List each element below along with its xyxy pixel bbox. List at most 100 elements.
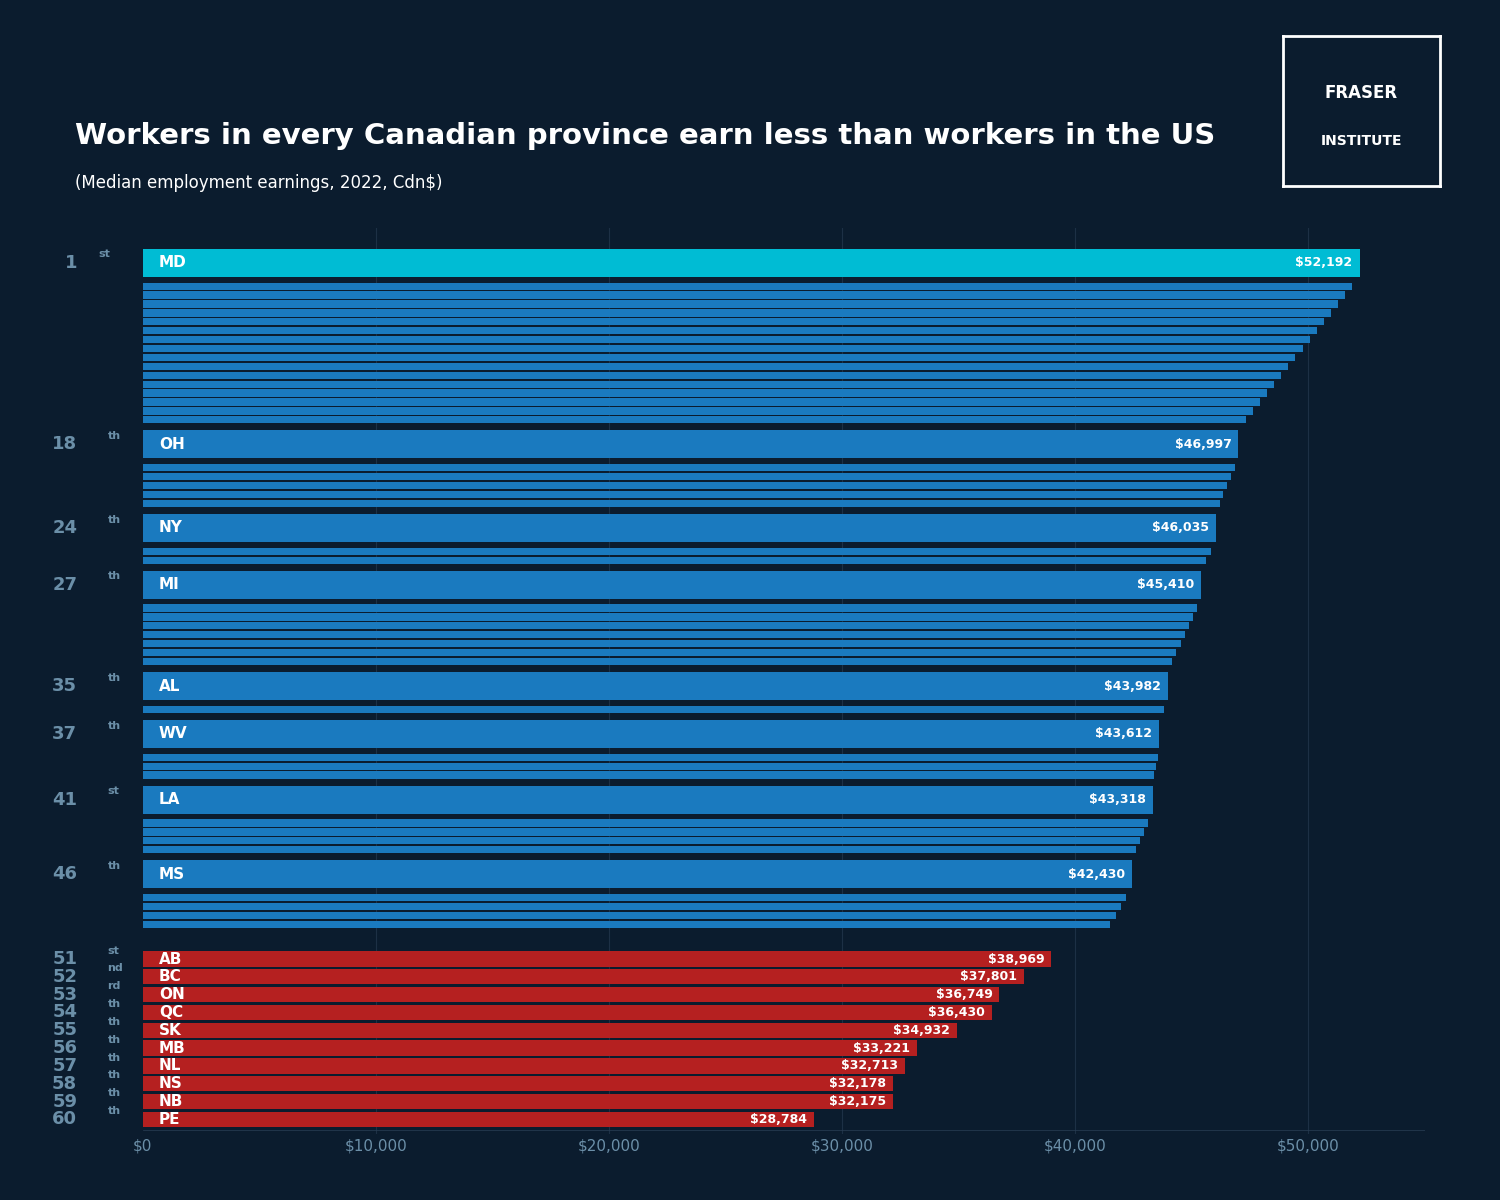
Bar	[142, 380, 1274, 388]
Text: MB: MB	[159, 1040, 186, 1056]
Text: th: th	[108, 515, 120, 524]
Text: th: th	[108, 720, 120, 731]
Bar	[142, 860, 1132, 888]
Bar	[142, 300, 1338, 307]
Bar	[142, 1058, 906, 1074]
Bar	[142, 623, 1190, 630]
Text: AL: AL	[159, 678, 180, 694]
Bar	[142, 605, 1197, 612]
Text: $42,430: $42,430	[1068, 868, 1125, 881]
Text: 52: 52	[53, 968, 76, 986]
Text: 57: 57	[53, 1057, 76, 1075]
Text: 1: 1	[64, 254, 76, 272]
Text: th: th	[108, 1016, 120, 1027]
Text: 56: 56	[53, 1039, 76, 1057]
Bar	[142, 920, 1110, 928]
Bar	[142, 720, 1160, 748]
Bar	[142, 828, 1144, 835]
Bar	[142, 1022, 957, 1038]
Text: QC: QC	[159, 1004, 183, 1020]
Bar	[142, 838, 1140, 845]
Bar	[142, 344, 1302, 352]
Text: th: th	[108, 571, 120, 581]
Text: $36,749: $36,749	[936, 988, 993, 1001]
Text: $52,192: $52,192	[1296, 257, 1353, 269]
Bar	[142, 390, 1268, 397]
Text: ON: ON	[159, 988, 184, 1002]
Text: $43,612: $43,612	[1095, 727, 1152, 740]
Bar	[142, 631, 1185, 638]
Text: $37,801: $37,801	[960, 971, 1017, 983]
Text: 46: 46	[53, 865, 76, 883]
Bar	[142, 362, 1288, 370]
Text: st: st	[98, 250, 109, 259]
Text: $38,969: $38,969	[987, 953, 1044, 966]
Text: NS: NS	[159, 1076, 183, 1091]
Bar	[142, 902, 1120, 910]
Bar	[142, 706, 1164, 713]
Bar	[142, 970, 1024, 984]
Text: $43,318: $43,318	[1089, 793, 1146, 806]
Bar	[142, 514, 1217, 541]
Text: OH: OH	[159, 437, 184, 452]
Bar	[142, 354, 1296, 361]
Text: th: th	[108, 1034, 120, 1045]
Bar	[142, 336, 1310, 343]
Text: th: th	[108, 1088, 120, 1098]
Bar	[142, 282, 1353, 290]
Text: 54: 54	[53, 1003, 76, 1021]
Text: th: th	[108, 1052, 120, 1062]
Bar	[142, 473, 1232, 480]
Text: MI: MI	[159, 577, 180, 592]
Bar	[142, 1004, 992, 1020]
Text: th: th	[108, 431, 120, 440]
Text: 51: 51	[53, 950, 76, 968]
Bar	[142, 658, 1172, 665]
Bar	[142, 762, 1156, 770]
Bar	[142, 820, 1149, 827]
Bar	[142, 613, 1192, 620]
Bar	[142, 431, 1239, 458]
Bar	[142, 1111, 813, 1127]
Bar	[142, 310, 1330, 317]
Bar	[142, 547, 1211, 554]
Text: th: th	[108, 1000, 120, 1009]
Text: PE: PE	[159, 1112, 180, 1127]
Text: $32,175: $32,175	[828, 1096, 886, 1108]
Bar	[142, 912, 1116, 919]
Bar	[142, 640, 1180, 647]
Text: LA: LA	[159, 792, 180, 808]
Text: 27: 27	[53, 576, 76, 594]
Text: $32,178: $32,178	[830, 1078, 886, 1091]
Text: th: th	[108, 673, 120, 683]
Text: nd: nd	[108, 964, 123, 973]
Text: 55: 55	[53, 1021, 76, 1039]
Bar	[142, 1076, 892, 1092]
Text: 58: 58	[53, 1075, 76, 1093]
Text: NL: NL	[159, 1058, 182, 1074]
Text: INSTITUTE: INSTITUTE	[1320, 134, 1402, 148]
Text: NB: NB	[159, 1094, 183, 1109]
Bar	[142, 416, 1245, 424]
Text: $32,713: $32,713	[842, 1060, 898, 1073]
Text: SK: SK	[159, 1022, 182, 1038]
Text: th: th	[108, 1070, 120, 1080]
Text: $28,784: $28,784	[750, 1112, 807, 1126]
Text: 18: 18	[53, 436, 76, 454]
Text: 35: 35	[53, 677, 76, 695]
Bar	[142, 571, 1202, 599]
Text: MD: MD	[159, 256, 186, 270]
Bar	[142, 754, 1158, 761]
Bar	[142, 846, 1136, 853]
Bar	[142, 482, 1227, 490]
Text: 37: 37	[53, 725, 76, 743]
Text: 53: 53	[53, 985, 76, 1003]
Text: 59: 59	[53, 1092, 76, 1110]
Bar	[142, 398, 1260, 406]
Text: $46,997: $46,997	[1174, 438, 1232, 451]
Text: NY: NY	[159, 521, 183, 535]
Bar	[142, 292, 1346, 299]
Text: MS: MS	[159, 866, 184, 882]
Text: st: st	[108, 946, 120, 955]
Text: (Median employment earnings, 2022, Cdn$): (Median employment earnings, 2022, Cdn$)	[75, 174, 442, 192]
